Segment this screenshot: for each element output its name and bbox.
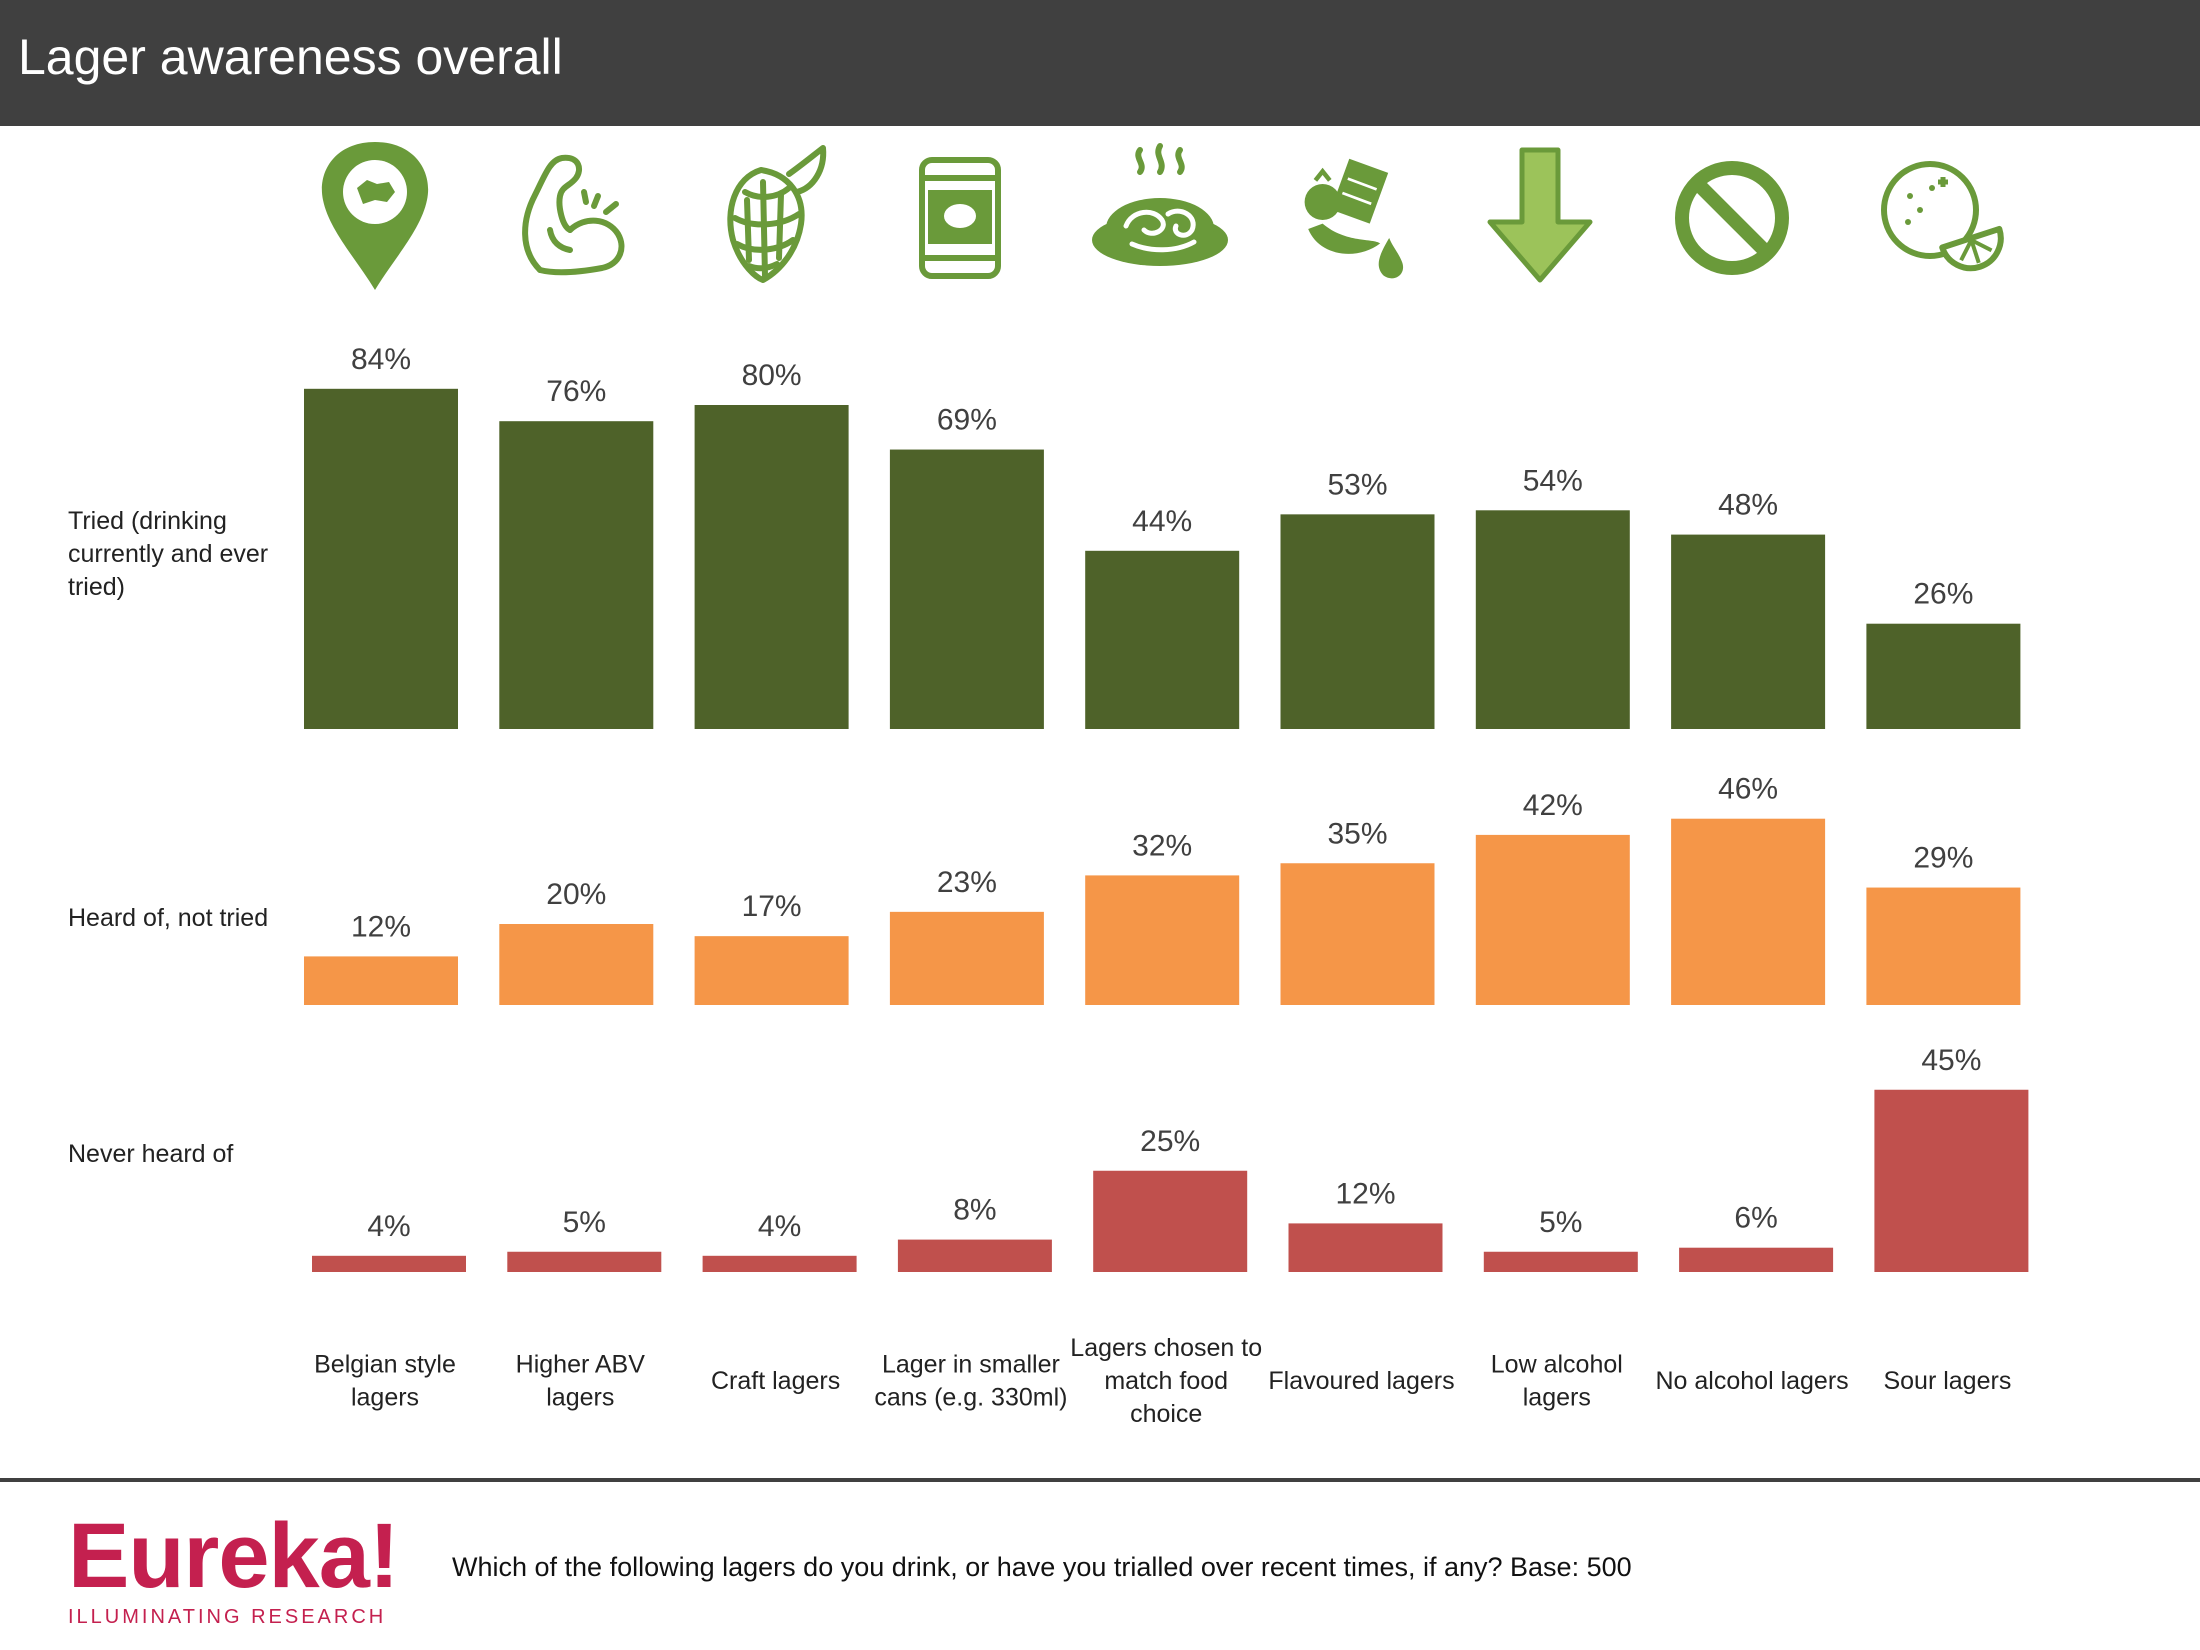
data-label-tried-8: 26%: [1913, 578, 1973, 611]
bar-never-1: [507, 1251, 662, 1272]
data-label-never-5: 12%: [1335, 1177, 1395, 1210]
category-label-0: Belgian style lagers: [314, 1351, 456, 1412]
bar-never-8: [1874, 1089, 2029, 1272]
bar-tried-8: [1866, 623, 2021, 729]
page-title: Lager awareness overall: [18, 29, 563, 85]
data-label-tried-4: 44%: [1132, 505, 1192, 538]
data-label-never-1: 5%: [563, 1206, 606, 1239]
steaming-food-plate-icon: [1092, 143, 1228, 266]
bar-heard-5: [1280, 863, 1435, 1005]
beer-can-icon: [919, 157, 1001, 279]
data-label-never-6: 5%: [1539, 1206, 1582, 1239]
bar-tried-2: [694, 405, 849, 729]
bar-never-2: [702, 1255, 857, 1272]
category-label-3: Lager in smaller cans (e.g. 330ml): [874, 1351, 1067, 1412]
data-label-tried-6: 54%: [1523, 464, 1583, 497]
data-label-never-7: 6%: [1734, 1202, 1777, 1235]
data-label-heard-5: 35%: [1327, 817, 1387, 850]
bar-heard-0: [304, 956, 458, 1005]
logo-tagline: ILLUMINATING RESEARCH: [68, 1606, 387, 1628]
row-label-heard: Heard of, not tried: [68, 904, 269, 932]
bar-tried-0: [304, 388, 458, 729]
bar-heard-6: [1475, 834, 1630, 1005]
data-label-heard-0: 12%: [351, 910, 411, 943]
prohibited-icon: [1675, 161, 1789, 275]
data-label-heard-7: 46%: [1718, 773, 1778, 806]
bar-tried-5: [1280, 514, 1435, 729]
data-label-never-3: 8%: [953, 1194, 996, 1227]
bar-heard-1: [499, 924, 654, 1005]
row-label-never: Never heard of: [68, 1140, 234, 1168]
data-label-heard-2: 17%: [742, 890, 802, 923]
category-label-7: No alcohol lagers: [1656, 1367, 1849, 1395]
flexed-arm-icon: [522, 154, 625, 276]
citrus-fruit-icon: [1881, 161, 2004, 272]
bar-tried-7: [1671, 534, 1826, 729]
category-label-4: Lagers chosen to match food choice: [1070, 1334, 1262, 1428]
eureka-logo: Eureka! ILLUMINATING RESEARCH: [68, 1505, 400, 1630]
bar-tried-6: [1475, 510, 1630, 729]
header-bar: Lager awareness overall: [0, 0, 2200, 126]
map-pin-belgium-icon: [321, 142, 429, 290]
bar-never-4: [1093, 1170, 1248, 1272]
bar-never-0: [312, 1255, 466, 1272]
category-label-6: Low alcohol lagers: [1491, 1351, 1623, 1412]
bar-heard-2: [694, 936, 849, 1005]
bar-heard-8: [1866, 887, 2021, 1005]
fruit-chocolate-drop-icon: [1304, 158, 1404, 279]
data-label-tried-3: 69%: [937, 404, 997, 437]
bar-heard-4: [1085, 875, 1240, 1005]
bar-never-3: [897, 1239, 1052, 1272]
category-label-2: Craft lagers: [711, 1367, 840, 1395]
icon-row: [0, 130, 2200, 330]
data-label-heard-4: 32%: [1132, 829, 1192, 862]
data-label-heard-6: 42%: [1523, 789, 1583, 822]
bar-chart: 84% 76% 80% 69% 44% 53% 54% 48% 26% 12% 20% 17% 23% 3…: [304, 343, 2029, 1428]
category-label-5: Flavoured lagers: [1268, 1367, 1454, 1395]
data-label-never-8: 45%: [1921, 1044, 1981, 1077]
bar-never-7: [1679, 1247, 1834, 1272]
data-label-tried-0: 84%: [351, 343, 411, 376]
data-label-heard-1: 20%: [546, 878, 606, 911]
survey-question: Which of the following lagers do you dri…: [452, 1552, 1632, 1582]
data-label-tried-1: 76%: [546, 375, 606, 408]
category-label-1: Higher ABV lagers: [516, 1351, 646, 1412]
logo-brand: Eureka!: [68, 1505, 400, 1607]
data-label-tried-7: 48%: [1718, 489, 1778, 522]
data-label-tried-2: 80%: [742, 359, 802, 392]
bar-heard-7: [1671, 818, 1826, 1005]
bar-heard-3: [889, 911, 1044, 1005]
bar-never-5: [1288, 1223, 1443, 1272]
footer-divider: [0, 1478, 2200, 1482]
down-arrow-icon: [1487, 147, 1593, 283]
data-label-heard-3: 23%: [937, 866, 997, 899]
bar-tried-4: [1085, 550, 1240, 729]
hop-cone-icon: [727, 145, 827, 283]
bar-tried-3: [889, 449, 1044, 729]
bar-tried-1: [499, 421, 654, 729]
data-label-tried-5: 53%: [1327, 468, 1387, 501]
data-label-heard-8: 29%: [1913, 842, 1973, 875]
bar-never-6: [1483, 1251, 1638, 1272]
data-label-never-2: 4%: [758, 1210, 801, 1243]
data-label-never-0: 4%: [367, 1210, 410, 1243]
data-label-never-4: 25%: [1140, 1125, 1200, 1158]
category-label-8: Sour lagers: [1883, 1367, 2011, 1395]
row-label-tried: Tried (drinking currently and ever tried…: [68, 507, 269, 601]
